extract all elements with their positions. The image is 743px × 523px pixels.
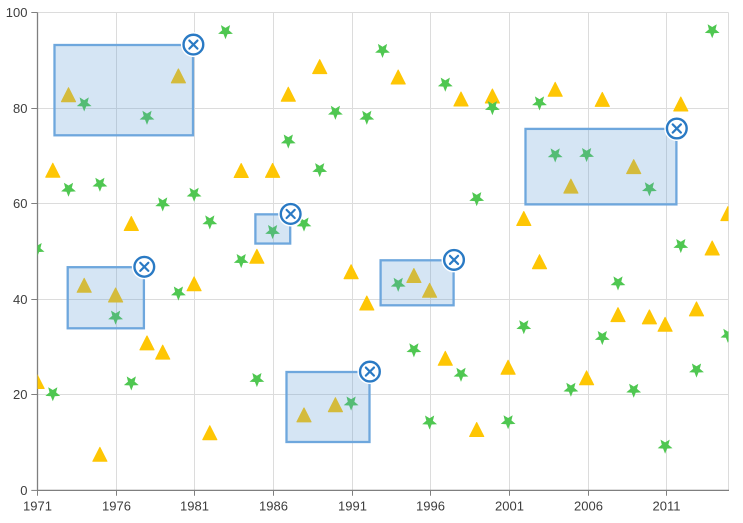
svg-text:1981: 1981	[180, 499, 209, 514]
svg-text:2006: 2006	[574, 499, 603, 514]
svg-text:2001: 2001	[495, 499, 524, 514]
svg-text:60: 60	[13, 196, 27, 211]
svg-text:1991: 1991	[338, 499, 367, 514]
svg-text:1971: 1971	[23, 499, 52, 514]
svg-text:1976: 1976	[102, 499, 131, 514]
svg-text:1996: 1996	[416, 499, 445, 514]
svg-text:2011: 2011	[653, 499, 681, 514]
svg-text:1986: 1986	[259, 499, 288, 514]
svg-text:20: 20	[13, 387, 27, 402]
svg-text:0: 0	[20, 483, 27, 498]
svg-text:40: 40	[13, 292, 27, 307]
svg-text:80: 80	[13, 101, 27, 116]
svg-text:100: 100	[6, 5, 28, 20]
